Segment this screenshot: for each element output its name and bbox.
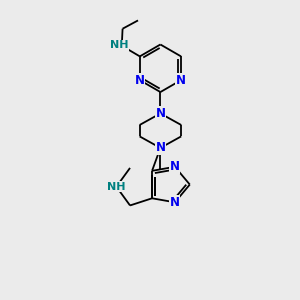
Text: N: N xyxy=(135,74,145,87)
Text: N: N xyxy=(155,107,165,120)
Text: N: N xyxy=(155,141,165,154)
Text: NH: NH xyxy=(107,182,126,192)
Text: N: N xyxy=(176,74,186,87)
Text: NH: NH xyxy=(110,40,129,50)
Text: N: N xyxy=(170,196,180,209)
Text: N: N xyxy=(170,160,180,173)
